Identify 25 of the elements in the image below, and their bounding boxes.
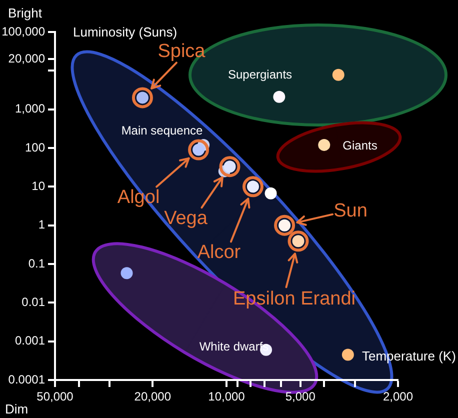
y-tick-label: 10 <box>32 178 46 193</box>
annotation: Main sequence <box>121 123 204 138</box>
x-tick-label: 5,000 <box>285 390 316 404</box>
y-tick-label: 1 <box>38 218 46 232</box>
y-tick-label: 0.001 <box>14 334 46 348</box>
x-tick-label: 2,000 <box>382 390 414 404</box>
x-tick-label: 20,000 <box>134 390 172 404</box>
annotation: Alcor <box>197 242 242 263</box>
annotation: Spica <box>158 40 206 62</box>
y-tick-label: 0.0001 <box>8 372 46 386</box>
x-tick-label: 50,000 <box>36 390 74 404</box>
text: Dim <box>5 402 28 417</box>
y-axis-title: Luminosity (Suns) <box>73 24 178 40</box>
y-tick-label: 100,000 <box>2 24 46 38</box>
y-tick-label: 100 <box>24 140 46 154</box>
y-tick-label: 0.01 <box>22 294 46 309</box>
y-tick-label: 1,000 <box>14 102 46 116</box>
x-tick-label: 10,000 <box>208 390 246 404</box>
annotation: Vega <box>164 208 208 229</box>
y-tick-label: 20,000 <box>8 51 46 66</box>
y-tick-label: 0.1 <box>28 256 46 270</box>
annotation: Sun <box>334 200 368 222</box>
annotation: Supergiants <box>228 67 292 82</box>
annotation: Giants <box>342 138 378 152</box>
text: Bright <box>8 6 42 21</box>
